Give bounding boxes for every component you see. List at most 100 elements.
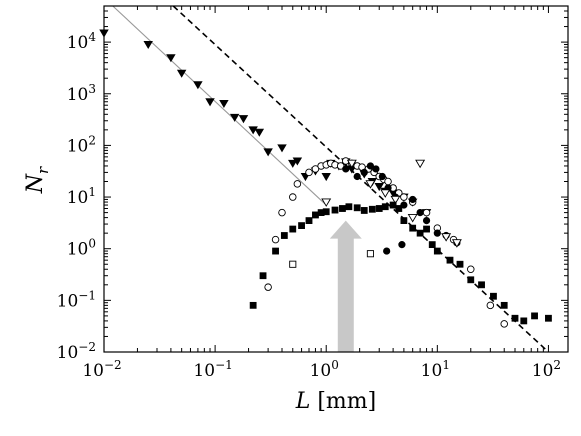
data-point-filled-triangle-down-s0-9 xyxy=(248,126,258,135)
x-axis-label-unit: [mm] xyxy=(310,389,376,414)
data-point-filled-square-s4-12 xyxy=(345,203,353,211)
y-tick-label-5: 103 xyxy=(67,82,96,105)
data-point-filled-triangle-down-s0-14 xyxy=(292,157,303,166)
x-tick-label-1: 10−1 xyxy=(193,358,232,381)
data-point-filled-square-s4-18 xyxy=(389,201,397,209)
data-point-filled-square-s4-3 xyxy=(280,232,288,239)
line-layer xyxy=(112,5,549,353)
data-point-filled-square-s4-23 xyxy=(423,225,430,233)
data-point-filled-circle-s2-0 xyxy=(342,165,350,173)
data-point-filled-square-s4-27 xyxy=(456,260,464,268)
data-point-filled-square-s4-29 xyxy=(478,281,485,289)
axis-layer: 10−2 10−1 100 101 102 10−2 10−1 100 101 102 103 104 xyxy=(57,5,568,381)
data-point-filled-square-s4-16 xyxy=(375,205,383,212)
data-point-filled-square-s4-13 xyxy=(353,204,361,212)
data-point-filled-circle-s2-8 xyxy=(400,201,408,209)
data-point-filled-triangle-down-s0-6 xyxy=(219,99,229,108)
dashed-reference-line xyxy=(172,5,549,353)
data-point-filled-square-s4-1 xyxy=(259,272,267,280)
data-point-filled-square-s4-9 xyxy=(322,208,330,216)
data-point-open-circle-s1-25 xyxy=(422,208,431,217)
data-point-open-triangle-down-s3-4 xyxy=(390,195,401,205)
data-point-filled-circle-s2-16 xyxy=(398,241,406,249)
y-axis-label: Nr xyxy=(23,166,52,194)
y-tick-label-3: 101 xyxy=(67,185,96,208)
data-point-filled-square-s4-32 xyxy=(511,314,519,322)
data-point-filled-circle-s2-1 xyxy=(353,172,361,181)
data-point-open-circle-s1-29 xyxy=(486,301,495,310)
data-point-open-circle-s1-30 xyxy=(500,320,508,328)
data-point-filled-triangle-down-s0-17 xyxy=(321,173,331,182)
data-point-open-triangle-down-s3-2 xyxy=(365,180,376,189)
highlight-arrow xyxy=(329,220,362,352)
data-point-filled-triangle-down-s0-7 xyxy=(229,113,240,122)
data-point-filled-circle-s2-10 xyxy=(416,208,424,217)
data-point-filled-square-s4-11 xyxy=(339,205,346,212)
data-point-filled-triangle-down-s0-11 xyxy=(263,148,273,157)
data-point-open-square-s5-0 xyxy=(289,260,297,268)
data-point-filled-triangle-down-s0-1 xyxy=(143,41,153,50)
data-point-filled-circle-s2-9 xyxy=(409,195,417,204)
data-point-filled-square-s4-26 xyxy=(446,256,454,264)
data-point-open-circle-s1-28 xyxy=(467,265,475,274)
data-point-filled-triangle-down-s0-5 xyxy=(205,98,215,107)
data-point-filled-square-s4-14 xyxy=(360,207,368,214)
data-point-filled-triangle-down-s0-12 xyxy=(277,144,287,153)
data-point-filled-square-s4-21 xyxy=(409,224,417,232)
data-point-filled-square-s4-28 xyxy=(467,276,475,284)
y-tick-label-1: 10−1 xyxy=(57,288,96,311)
data-point-open-circle-s1-6 xyxy=(311,165,320,173)
data-point-open-circle-s1-2 xyxy=(278,208,286,217)
data-point-filled-square-s4-6 xyxy=(305,217,313,224)
data-point-open-triangle-down-s3-5 xyxy=(407,214,418,223)
solid-reference-line xyxy=(112,5,327,206)
data-point-filled-square-s4-19 xyxy=(395,205,403,212)
data-point-open-circle-s1-4 xyxy=(293,180,302,188)
data-point-filled-square-s4-35 xyxy=(545,314,552,322)
data-point-filled-square-s4-20 xyxy=(400,217,408,224)
x-axis-label-symbol: L xyxy=(295,389,311,414)
data-point-open-circle-s1-20 xyxy=(384,177,392,186)
data-point-open-circle-s1-23 xyxy=(400,193,408,201)
data-point-filled-square-s4-22 xyxy=(416,229,424,237)
data-point-open-triangle-down-s3-8 xyxy=(451,239,462,248)
data-point-filled-circle-s2-5 xyxy=(378,172,386,181)
data-point-filled-circle-s2-11 xyxy=(422,216,431,225)
data-point-filled-triangle-down-s0-24 xyxy=(374,183,384,192)
data-point-filled-square-s4-4 xyxy=(289,225,297,233)
data-point-filled-circle-s2-4 xyxy=(372,165,380,173)
data-point-filled-square-s4-33 xyxy=(520,317,528,325)
data-point-open-circle-s1-1 xyxy=(271,235,280,244)
data-point-filled-triangle-down-s0-10 xyxy=(254,128,265,137)
data-point-filled-circle-s2-12 xyxy=(433,229,441,237)
data-point-open-triangle-down-s3-7 xyxy=(441,233,452,242)
data-point-filled-square-s4-24 xyxy=(428,241,436,249)
data-point-filled-square-s4-31 xyxy=(500,301,508,309)
data-point-open-triangle-down-s3-6 xyxy=(415,159,426,169)
data-point-open-circle-s1-0 xyxy=(264,283,272,291)
data-point-open-triangle-down-s3-3 xyxy=(380,189,391,198)
data-point-filled-circle-s2-3 xyxy=(366,162,375,170)
data-point-open-triangle-down-s3-1 xyxy=(346,159,357,169)
data-point-filled-square-s4-2 xyxy=(272,247,279,255)
y-axis-label-symbol: N xyxy=(23,173,48,194)
data-point-filled-circle-s2-2 xyxy=(360,168,368,177)
data-point-filled-square-s4-15 xyxy=(368,205,376,213)
y-tick-label-6: 104 xyxy=(67,30,97,53)
data-point-filled-triangle-down-s0-3 xyxy=(176,69,187,78)
data-point-filled-square-s4-25 xyxy=(433,247,441,255)
data-point-filled-square-s4-5 xyxy=(298,222,305,230)
data-point-filled-square-s4-7 xyxy=(312,211,319,219)
data-point-filled-triangle-down-s0-2 xyxy=(166,54,176,63)
x-tick-label-0: 10−2 xyxy=(82,358,121,381)
y-tick-label-2: 100 xyxy=(67,237,96,260)
data-point-filled-square-s4-17 xyxy=(381,203,389,211)
data-point-open-circle-s1-3 xyxy=(289,193,297,201)
x-tick-label-4: 102 xyxy=(532,358,561,381)
data-point-filled-square-s4-34 xyxy=(531,312,538,320)
data-point-filled-square-s4-10 xyxy=(331,206,339,214)
data-point-filled-triangle-down-s0-4 xyxy=(193,81,203,90)
data-point-open-square-s5-1 xyxy=(366,250,374,258)
